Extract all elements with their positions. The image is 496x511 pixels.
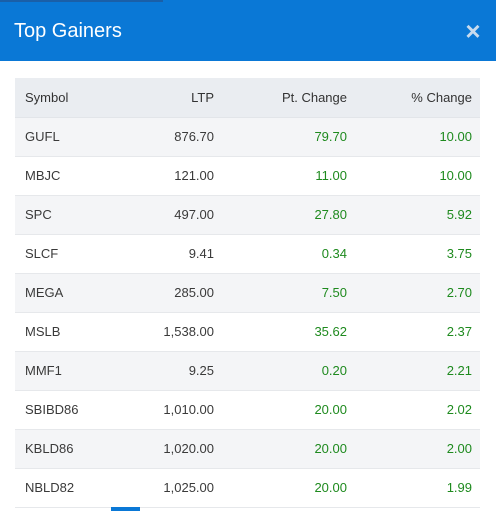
column-header-pct-change[interactable]: % Change: [347, 78, 480, 118]
pct-change-cell: 5.92: [347, 195, 480, 235]
pct-change-cell: 10.00: [347, 117, 480, 157]
pt-change-cell: 20.00: [214, 468, 347, 508]
ltp-cell: 876.70: [130, 117, 214, 157]
symbol-cell: SLCF: [15, 234, 130, 274]
pct-change-cell: 2.00: [347, 429, 480, 469]
symbol-cell: SPC: [15, 195, 130, 235]
table-row[interactable]: NBLD82 1,025.00 20.00 1.99: [15, 468, 480, 508]
column-header-symbol[interactable]: Symbol: [15, 78, 130, 118]
table-row[interactable]: KBLD86 1,020.00 20.00 2.00: [15, 429, 480, 469]
pt-change-cell: 0.34: [214, 234, 347, 274]
symbol-cell: SBIBD86: [15, 390, 130, 430]
column-header-ltp[interactable]: LTP: [130, 78, 214, 118]
pct-change-cell: 3.75: [347, 234, 480, 274]
table-row[interactable]: GUFL 876.70 79.70 10.00: [15, 117, 480, 157]
pct-change-cell: 2.21: [347, 351, 480, 391]
pt-change-cell: 27.80: [214, 195, 347, 235]
ltp-cell: 1,020.00: [130, 429, 214, 469]
table-row[interactable]: MMF1 9.25 0.20 2.21: [15, 351, 480, 391]
pt-change-cell: 20.00: [214, 390, 347, 430]
pct-change-cell: 2.02: [347, 390, 480, 430]
ltp-cell: 121.00: [130, 156, 214, 196]
symbol-cell: MBJC: [15, 156, 130, 196]
pct-change-cell: 2.37: [347, 312, 480, 352]
ltp-cell: 1,538.00: [130, 312, 214, 352]
ltp-cell: 285.00: [130, 273, 214, 313]
symbol-cell: MMF1: [15, 351, 130, 391]
ltp-cell: 1,025.00: [130, 468, 214, 508]
pct-change-cell: 10.00: [347, 156, 480, 196]
ltp-cell: 9.41: [130, 234, 214, 274]
pt-change-cell: 11.00: [214, 156, 347, 196]
symbol-cell: MSLB: [15, 312, 130, 352]
pt-change-cell: 7.50: [214, 273, 347, 313]
ltp-cell: 9.25: [130, 351, 214, 391]
table-row[interactable]: MBJC 121.00 11.00 10.00: [15, 156, 480, 196]
scroll-indicator[interactable]: [111, 507, 140, 511]
ltp-cell: 497.00: [130, 195, 214, 235]
symbol-cell: NBLD82: [15, 468, 130, 508]
pt-change-cell: 35.62: [214, 312, 347, 352]
table-row[interactable]: SPC 497.00 27.80 5.92: [15, 195, 480, 235]
table-header-row: Symbol LTP Pt. Change % Change: [15, 78, 480, 118]
pct-change-cell: 2.70: [347, 273, 480, 313]
modal-header: Top Gainers ×: [0, 0, 496, 61]
table-row[interactable]: MSLB 1,538.00 35.62 2.37: [15, 312, 480, 352]
gainers-table: Symbol LTP Pt. Change % Change GUFL 876.7…: [15, 78, 480, 508]
close-icon[interactable]: ×: [465, 16, 481, 46]
pt-change-cell: 79.70: [214, 117, 347, 157]
header-accent-bar: [0, 0, 163, 2]
pt-change-cell: 0.20: [214, 351, 347, 391]
table-row[interactable]: SLCF 9.41 0.34 3.75: [15, 234, 480, 274]
column-header-pt-change[interactable]: Pt. Change: [214, 78, 347, 118]
pt-change-cell: 20.00: [214, 429, 347, 469]
symbol-cell: MEGA: [15, 273, 130, 313]
ltp-cell: 1,010.00: [130, 390, 214, 430]
modal-title: Top Gainers: [14, 20, 122, 42]
symbol-cell: KBLD86: [15, 429, 130, 469]
pct-change-cell: 1.99: [347, 468, 480, 508]
symbol-cell: GUFL: [15, 117, 130, 157]
table-row[interactable]: SBIBD86 1,010.00 20.00 2.02: [15, 390, 480, 430]
table-row[interactable]: MEGA 285.00 7.50 2.70: [15, 273, 480, 313]
